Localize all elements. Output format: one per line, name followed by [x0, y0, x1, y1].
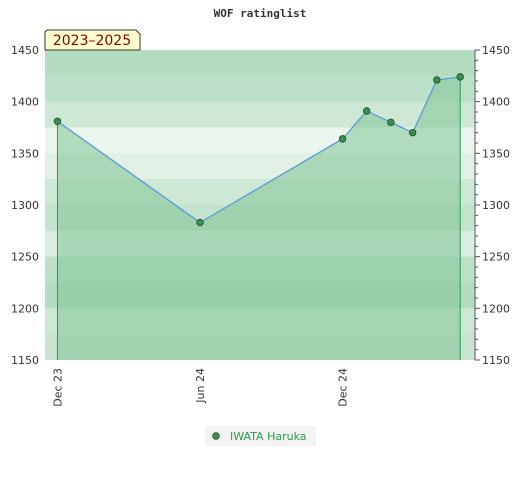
legend-label: IWATA Haruka — [230, 430, 307, 443]
y-tick-label-left: 1200 — [11, 302, 39, 315]
x-tick-label: Dec 24 — [337, 368, 350, 407]
y-tick-label-right: 1350 — [482, 147, 510, 160]
data-point — [196, 218, 204, 227]
y-axis-right: 1150 1200 1250 1300 1350 1400 1450 — [474, 44, 510, 367]
x-tick-label: Jun 24 — [194, 368, 207, 404]
band — [45, 50, 475, 76]
series-line — [57, 76, 461, 224]
rating-line — [57, 76, 461, 224]
band — [45, 101, 475, 128]
y-tick-label-left: 1400 — [11, 96, 39, 109]
y-tick-label-right: 1300 — [482, 199, 510, 212]
y-axis-left: 1150 1200 1250 1300 1350 1400 1450 — [11, 44, 39, 367]
period-label: 2023–2025 — [53, 33, 131, 49]
data-point — [53, 117, 62, 125]
legend: IWATA Haruka — [205, 426, 316, 446]
x-tick-label: Dec 23 — [51, 368, 64, 407]
x-axis: Dec 23 Jun 24 Dec 24 — [51, 368, 349, 407]
rating-markers — [53, 73, 464, 227]
y-tick-label-right: 1400 — [482, 96, 510, 109]
rating-area — [56, 76, 461, 360]
area-fill — [57, 76, 461, 360]
data-point — [363, 107, 371, 115]
data-point — [387, 118, 395, 127]
band-base — [45, 75, 475, 102]
data-point — [408, 128, 417, 137]
y-tick-label-right: 1450 — [482, 44, 510, 57]
band — [45, 75, 475, 102]
y-tick-label-left: 1250 — [11, 251, 39, 264]
y-tick-label-right: 1250 — [482, 251, 510, 264]
y-tick-label-left: 1450 — [11, 44, 39, 57]
data-point — [433, 76, 441, 84]
y-tick-label-left: 1350 — [11, 147, 39, 160]
y-tick-label-right: 1150 — [482, 354, 510, 367]
y-tick-label-left: 1150 — [11, 354, 39, 367]
chart-title: WOF ratinglist — [214, 7, 307, 20]
data-point — [456, 73, 464, 81]
data-point — [338, 135, 347, 143]
y-tick-label-left: 1300 — [11, 199, 39, 212]
y-tick-label-right: 1200 — [482, 302, 510, 315]
legend-marker — [212, 432, 220, 440]
band-base — [45, 101, 475, 128]
period-badge: 2023–2025 — [44, 29, 141, 51]
